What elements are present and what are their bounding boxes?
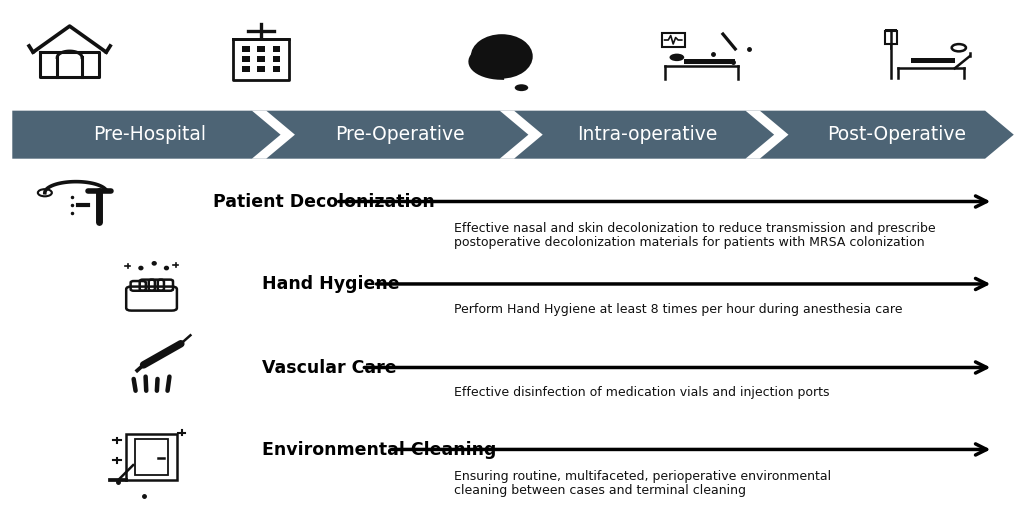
Text: Pre-Operative: Pre-Operative — [336, 125, 465, 144]
Text: Pre-Hospital: Pre-Hospital — [93, 125, 206, 144]
Polygon shape — [252, 111, 295, 159]
Bar — [242, 66, 250, 72]
Text: Perform Hand Hygiene at least 8 times per hour during anesthesia care: Perform Hand Hygiene at least 8 times pe… — [454, 303, 902, 316]
Bar — [662, 32, 685, 48]
Text: postoperative decolonization materials for patients with MRSA colonization: postoperative decolonization materials f… — [454, 236, 925, 249]
Polygon shape — [745, 111, 788, 159]
Ellipse shape — [164, 266, 169, 270]
Bar — [257, 56, 265, 62]
Bar — [272, 46, 281, 52]
Text: Intra-operative: Intra-operative — [577, 125, 718, 144]
Ellipse shape — [138, 266, 143, 270]
Text: Patient Decolonization: Patient Decolonization — [213, 193, 435, 211]
Bar — [257, 46, 265, 52]
Text: Post-Operative: Post-Operative — [827, 125, 967, 144]
Text: cleaning between cases and terminal cleaning: cleaning between cases and terminal clea… — [454, 484, 745, 497]
Bar — [257, 66, 265, 72]
Bar — [885, 31, 897, 44]
Bar — [126, 434, 177, 480]
Text: Ensuring routine, multifaceted, perioperative environmental: Ensuring routine, multifaceted, perioper… — [454, 470, 830, 483]
Text: Hand Hygiene: Hand Hygiene — [262, 276, 399, 293]
Bar — [242, 56, 250, 62]
Text: Effective nasal and skin decolonization to reduce transmission and prescribe: Effective nasal and skin decolonization … — [454, 222, 935, 235]
Text: Effective disinfection of medication vials and injection ports: Effective disinfection of medication via… — [454, 386, 829, 399]
Ellipse shape — [152, 261, 157, 266]
Circle shape — [670, 54, 684, 61]
Polygon shape — [500, 111, 543, 159]
Ellipse shape — [471, 34, 532, 78]
Circle shape — [515, 84, 528, 91]
Text: Vascular Care: Vascular Care — [262, 359, 396, 377]
Polygon shape — [12, 111, 1014, 159]
Text: Environmental Cleaning: Environmental Cleaning — [262, 441, 497, 459]
Bar — [135, 440, 168, 475]
Bar — [272, 56, 281, 62]
Bar — [242, 46, 250, 52]
Bar — [272, 66, 281, 72]
